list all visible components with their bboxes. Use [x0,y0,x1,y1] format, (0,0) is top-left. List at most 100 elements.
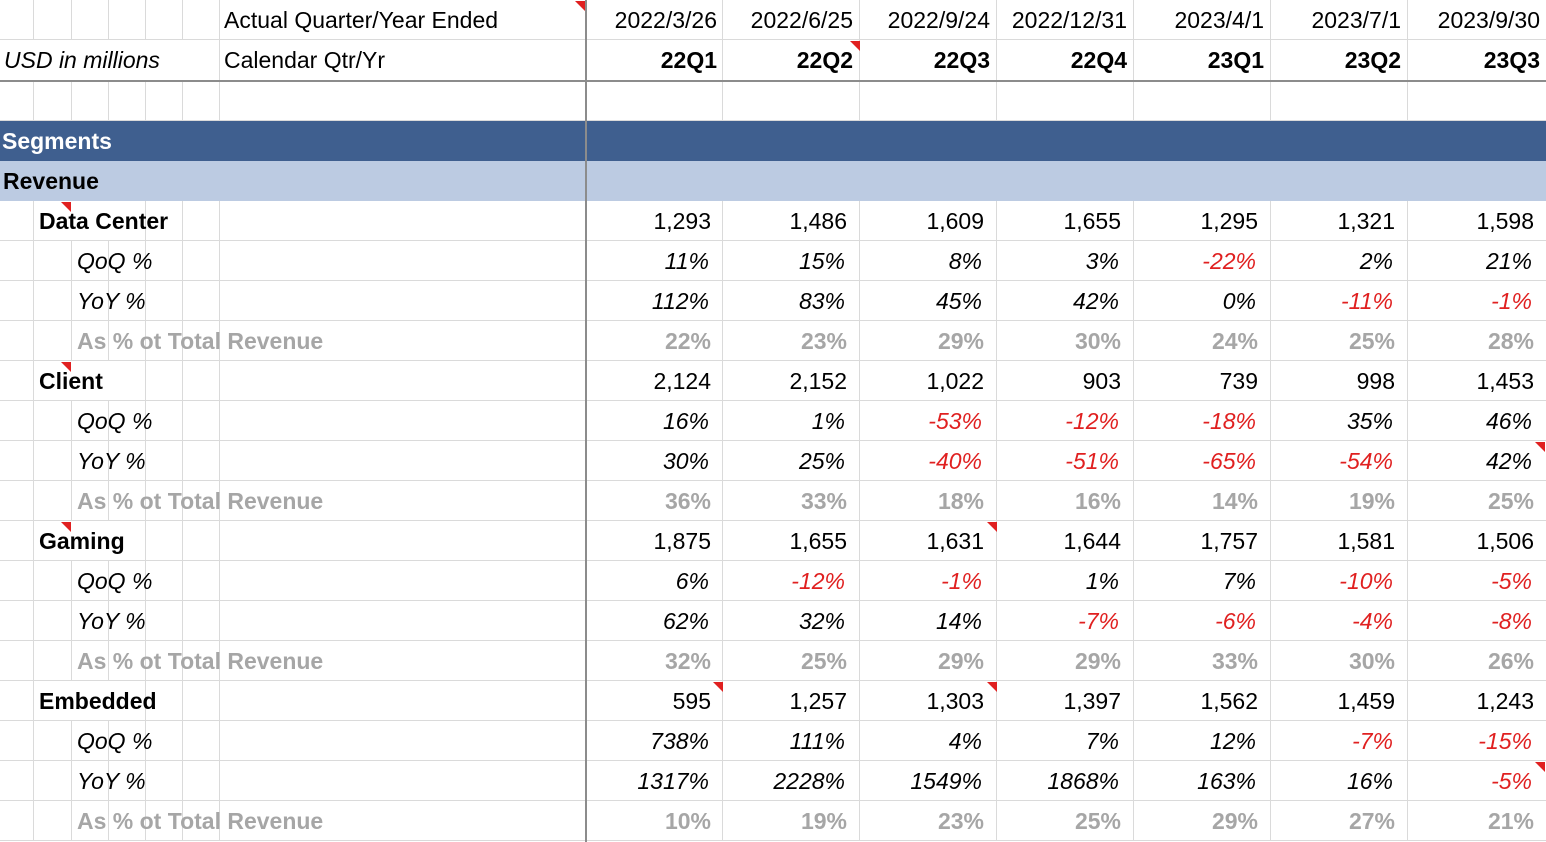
value-cell[interactable]: -4% [1352,608,1393,634]
value-cell[interactable]: -15% [1478,728,1532,754]
value-cell[interactable]: 1,397 [1063,688,1121,714]
calendar-qtr-label[interactable]: Calendar Qtr/Yr [224,47,386,73]
value-cell[interactable]: -1% [1491,288,1532,314]
value-cell[interactable]: 2,152 [789,368,847,394]
value-cell[interactable]: 3% [1085,248,1119,274]
value-cell[interactable]: 33% [800,488,847,514]
comment-marker[interactable] [850,41,860,51]
value-cell[interactable]: -54% [1339,448,1393,474]
row-label[interactable]: YoY % [77,448,146,474]
value-cell[interactable]: 4% [948,728,982,754]
value-cell[interactable]: 2% [1359,248,1393,274]
row-label[interactable]: As % ot Total Revenue [77,488,324,514]
header-date-cell[interactable]: 2023/9/30 [1437,7,1540,33]
value-cell[interactable]: 1,581 [1337,528,1395,554]
header-quarter-cell[interactable]: 23Q1 [1207,47,1264,73]
value-cell[interactable]: -5% [1491,768,1532,794]
units-label[interactable]: USD in millions [4,47,160,73]
header-date-cell[interactable]: 2023/7/1 [1311,7,1401,33]
value-cell[interactable]: 163% [1197,768,1256,794]
value-cell[interactable]: 6% [675,568,709,594]
value-cell[interactable]: -10% [1339,568,1393,594]
value-cell[interactable]: 22% [664,328,711,354]
value-cell[interactable]: 36% [664,488,711,514]
value-cell[interactable]: 46% [1485,408,1532,434]
value-cell[interactable]: 30% [1348,648,1395,674]
value-cell[interactable]: 1,453 [1476,368,1534,394]
value-cell[interactable]: -53% [928,408,982,434]
value-cell[interactable]: 30% [1074,328,1121,354]
value-cell[interactable]: 35% [1346,408,1393,434]
value-cell[interactable]: -7% [1078,608,1119,634]
row-label[interactable]: YoY % [77,288,146,314]
value-cell[interactable]: 903 [1082,368,1121,394]
row-label[interactable]: As % ot Total Revenue [77,648,324,674]
value-cell[interactable]: 15% [798,248,845,274]
value-cell[interactable]: 1,631 [926,528,984,554]
value-cell[interactable]: 29% [1211,808,1258,834]
row-label[interactable]: Gaming [39,528,125,554]
comment-marker[interactable] [987,522,997,532]
value-cell[interactable]: 16% [1074,488,1121,514]
value-cell[interactable]: 1,506 [1476,528,1534,554]
value-cell[interactable]: 26% [1487,648,1534,674]
value-cell[interactable]: 25% [1074,808,1121,834]
value-cell[interactable]: 62% [662,608,709,634]
value-cell[interactable]: 42% [1072,288,1119,314]
header-quarter-cell[interactable]: 22Q4 [1070,47,1127,73]
value-cell[interactable]: -11% [1341,288,1393,314]
value-cell[interactable]: -7% [1352,728,1393,754]
row-label[interactable]: As % ot Total Revenue [77,808,324,834]
comment-marker[interactable] [1535,442,1545,452]
header-actual-label[interactable]: Actual Quarter/Year Ended [224,7,499,33]
value-cell[interactable]: 23% [937,808,984,834]
value-cell[interactable]: 1,875 [653,528,711,554]
row-label[interactable]: Data Center [39,208,169,234]
value-cell[interactable]: 42% [1485,448,1532,474]
value-cell[interactable]: 7% [1085,728,1119,754]
value-cell[interactable]: 7% [1222,568,1256,594]
header-quarter-cell[interactable]: 22Q1 [660,47,717,73]
comment-marker[interactable] [61,522,71,532]
comment-marker[interactable] [1535,762,1545,772]
value-cell[interactable]: 1317% [637,768,709,794]
value-cell[interactable]: 14% [1211,488,1258,514]
value-cell[interactable]: 29% [937,648,984,674]
value-cell[interactable]: 29% [1074,648,1121,674]
row-label[interactable]: QoQ % [77,728,153,754]
value-cell[interactable]: 25% [1348,328,1395,354]
header-date-cell[interactable]: 2023/4/1 [1174,7,1264,33]
header-quarter-cell[interactable]: 22Q3 [933,47,990,73]
value-cell[interactable]: 25% [798,448,845,474]
value-cell[interactable]: 1,609 [926,208,984,234]
value-cell[interactable]: 10% [664,808,711,834]
row-label[interactable]: QoQ % [77,568,153,594]
value-cell[interactable]: 1,644 [1063,528,1121,554]
value-cell[interactable]: 2,124 [653,368,711,394]
value-cell[interactable]: -1% [941,568,982,594]
revenue-label[interactable]: Revenue [3,168,99,194]
value-cell[interactable]: 32% [664,648,711,674]
row-label[interactable]: QoQ % [77,408,153,434]
value-cell[interactable]: 1,321 [1337,208,1395,234]
value-cell[interactable]: 25% [800,648,847,674]
comment-marker[interactable] [987,682,997,692]
value-cell[interactable]: -51% [1065,448,1119,474]
row-label[interactable]: QoQ % [77,248,153,274]
value-cell[interactable]: 11% [664,248,709,274]
value-cell[interactable]: 998 [1356,368,1395,394]
value-cell[interactable]: -12% [1065,408,1119,434]
value-cell[interactable]: 1% [811,408,845,434]
value-cell[interactable]: -22% [1202,248,1256,274]
value-cell[interactable]: 21% [1485,248,1532,274]
value-cell[interactable]: 112% [651,288,709,314]
value-cell[interactable]: 2228% [773,768,845,794]
value-cell[interactable]: 0% [1222,288,1256,314]
row-label[interactable]: Embedded [39,688,157,714]
header-date-cell[interactable]: 2022/3/26 [614,7,717,33]
header-date-cell[interactable]: 2022/12/31 [1011,7,1127,33]
value-cell[interactable]: 1,655 [789,528,847,554]
value-cell[interactable]: 8% [948,248,982,274]
value-cell[interactable]: 32% [798,608,845,634]
